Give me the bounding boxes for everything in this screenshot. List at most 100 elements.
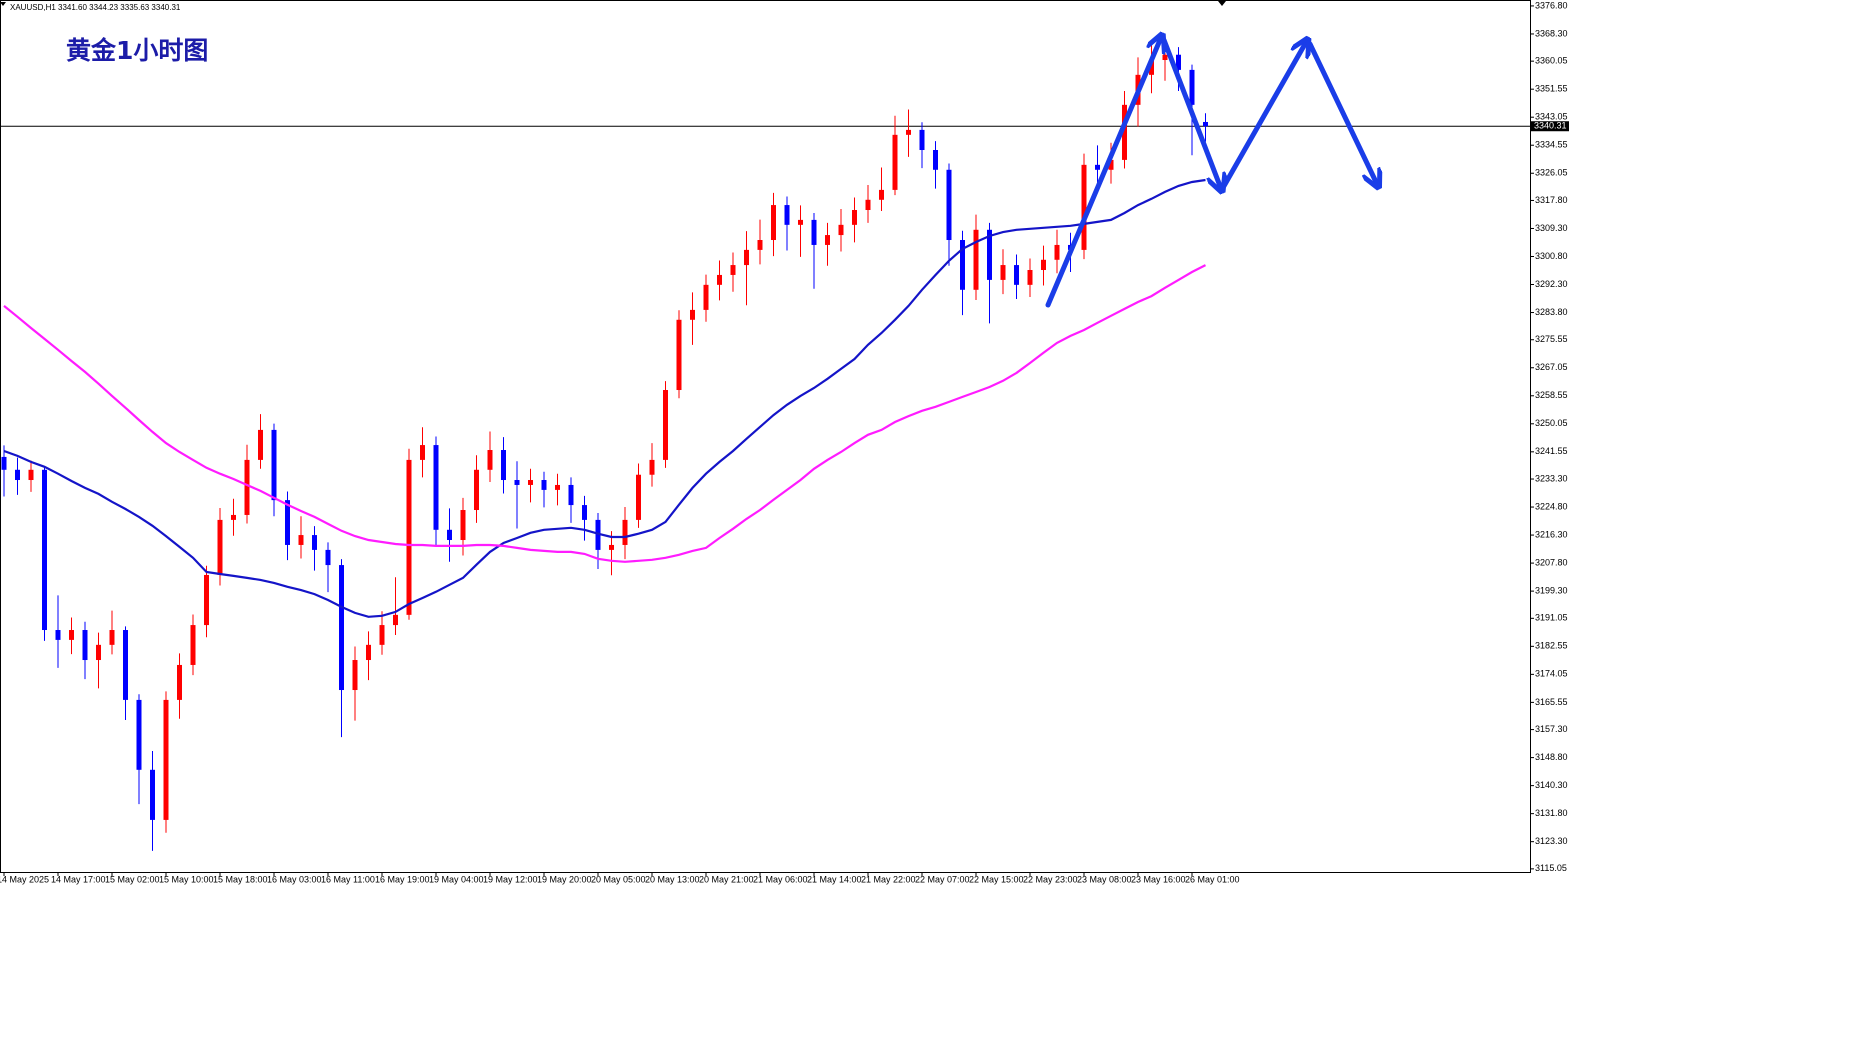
candle-body xyxy=(271,429,277,501)
candle-body xyxy=(285,500,290,545)
y-tick-label: 3233.30 xyxy=(1535,473,1568,483)
candle-body xyxy=(636,474,641,520)
candle-body xyxy=(28,469,34,481)
y-tick-label: 3165.55 xyxy=(1535,697,1568,707)
candle-body xyxy=(96,644,101,661)
candle-body xyxy=(244,459,250,515)
forecast-arrows xyxy=(1045,37,1376,308)
candle-body xyxy=(366,644,371,661)
x-tick-label: 23 May 16:00 xyxy=(1131,874,1186,884)
candle-body xyxy=(298,535,304,545)
candle-body xyxy=(825,235,830,245)
candle-body xyxy=(690,309,695,320)
x-tick-label: 21 May 14:00 xyxy=(807,874,862,884)
candle-body xyxy=(352,660,358,691)
candle-body xyxy=(717,274,722,285)
candle-body xyxy=(150,769,155,820)
candle-body xyxy=(1027,270,1033,285)
candle-body xyxy=(69,630,74,640)
y-tick-label: 3351.55 xyxy=(1535,84,1568,94)
price-label: 3340.31 xyxy=(1534,121,1567,131)
candle-body xyxy=(676,319,682,391)
arrow xyxy=(1045,40,1160,308)
y-tick-label: 3115.05 xyxy=(1535,863,1567,873)
y-tick-label: 3157.30 xyxy=(1535,724,1568,734)
candle-body xyxy=(649,459,655,475)
y-tick-label: 3250.05 xyxy=(1535,418,1568,428)
candle-body xyxy=(892,134,898,190)
candle-body xyxy=(1054,244,1060,260)
candle-body xyxy=(838,224,844,236)
chart-title: 黄金1小时图 xyxy=(66,36,208,65)
candle-body xyxy=(379,625,385,645)
candle-body xyxy=(460,510,466,541)
candle-body xyxy=(865,199,871,211)
candle-body xyxy=(1203,121,1208,127)
candle-body xyxy=(1189,69,1195,105)
y-tick-label: 3216.30 xyxy=(1535,529,1568,539)
candle-body xyxy=(487,450,493,470)
x-tick-label: 16 May 19:00 xyxy=(375,874,430,884)
candle-body xyxy=(393,614,398,626)
candle-body xyxy=(190,625,196,665)
y-tick-label: 3360.05 xyxy=(1535,56,1568,66)
candle-body xyxy=(1081,164,1087,250)
x-tick-label: 21 May 06:00 xyxy=(753,874,808,884)
y-tick-label: 3241.55 xyxy=(1535,446,1568,456)
candle-body xyxy=(123,630,128,700)
x-tick-label: 15 May 10:00 xyxy=(159,874,214,884)
candle-body xyxy=(906,129,911,135)
moving-average xyxy=(3,178,1206,618)
plot-area xyxy=(0,36,1530,851)
candle-body xyxy=(339,565,344,691)
x-tick-label: 20 May 13:00 xyxy=(645,874,700,884)
x-tick-label: 16 May 03:00 xyxy=(267,874,322,884)
x-tick-label: 16 May 11:00 xyxy=(321,874,375,884)
candle-body xyxy=(973,229,979,290)
candle-body xyxy=(501,450,506,481)
y-tick-label: 3334.55 xyxy=(1535,140,1568,150)
candle-body xyxy=(582,505,587,520)
candle-body xyxy=(1014,265,1019,285)
candle-body xyxy=(811,219,817,245)
x-tick-label: 14 May 2025 xyxy=(0,874,49,884)
candle-body xyxy=(406,459,412,615)
candle-body xyxy=(595,519,601,550)
candle-body xyxy=(420,445,425,460)
candle-body xyxy=(960,240,965,290)
x-tick-label: 26 May 01:00 xyxy=(1185,874,1240,884)
header: XAUUSD,H1 3341.60 3344.23 3335.63 3340.3… xyxy=(10,3,181,12)
y-tick-label: 3258.55 xyxy=(1535,390,1568,400)
candle-body xyxy=(703,284,709,310)
candle-body xyxy=(312,535,317,550)
candle-body xyxy=(933,150,938,170)
candle-body xyxy=(55,630,61,640)
x-tick-label: 20 May 05:00 xyxy=(591,874,646,884)
candle-body xyxy=(987,229,992,280)
candle-body xyxy=(82,630,88,661)
x-tick-label: 21 May 22:00 xyxy=(861,874,916,884)
candle-body xyxy=(1176,54,1181,70)
candle-body xyxy=(15,469,20,481)
y-tick-label: 3326.05 xyxy=(1535,168,1568,178)
menu-marker xyxy=(0,2,6,6)
y-tick-label: 3309.30 xyxy=(1535,223,1568,233)
candle-body xyxy=(217,519,223,575)
y-tick-label: 3207.80 xyxy=(1535,557,1568,567)
candle-body xyxy=(1095,164,1100,170)
x-tick-label: 22 May 07:00 xyxy=(915,874,970,884)
candle-body xyxy=(798,219,803,225)
candle-body xyxy=(609,544,614,550)
x-tick-label: 22 May 23:00 xyxy=(1023,874,1078,884)
candle-body xyxy=(757,240,763,250)
candle-body xyxy=(1108,159,1114,170)
x-tick-label: 20 May 21:00 xyxy=(699,874,754,884)
y-tick-label: 3368.30 xyxy=(1535,28,1568,38)
candle-body xyxy=(136,699,142,770)
candle-body xyxy=(447,529,452,541)
y-tick-label: 3131.80 xyxy=(1535,808,1568,818)
arrow xyxy=(1161,37,1220,186)
y-tick-label: 3275.55 xyxy=(1535,334,1568,344)
